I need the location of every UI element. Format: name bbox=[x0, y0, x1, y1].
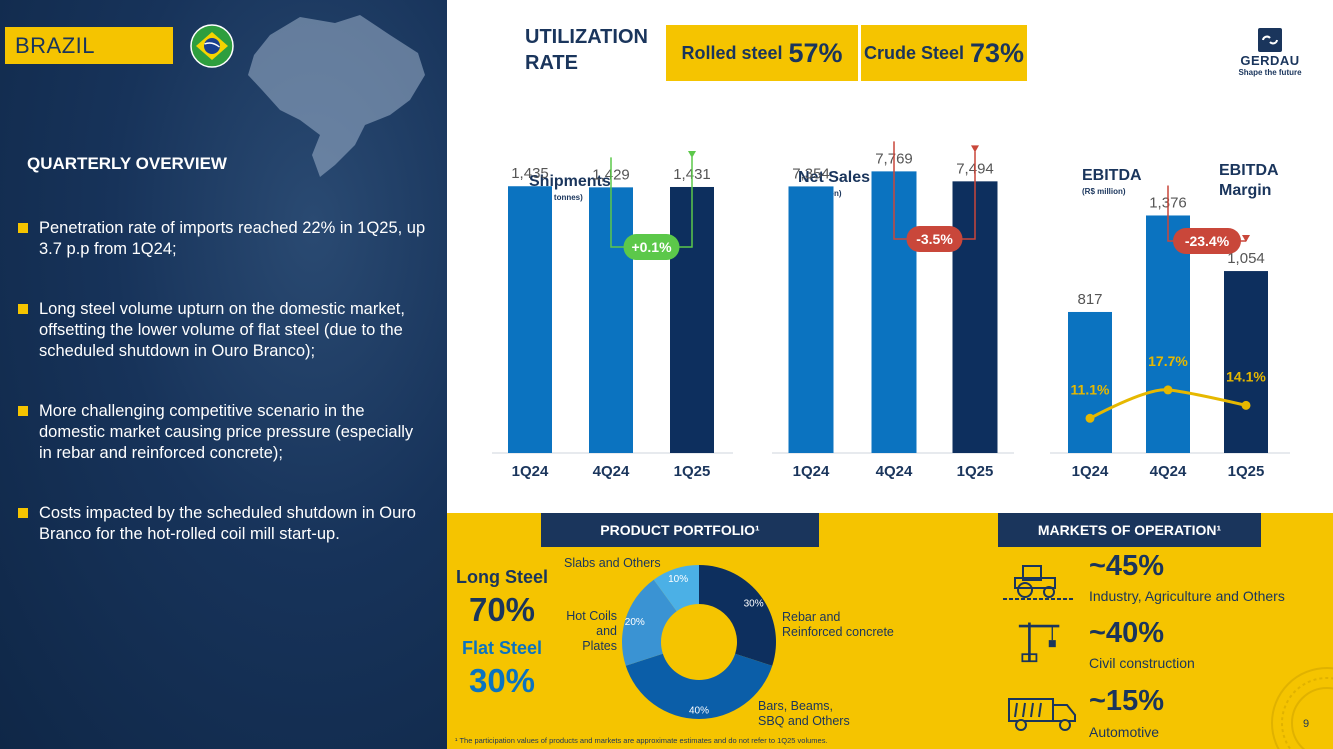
data-label: 1,435 bbox=[511, 165, 549, 182]
bar-1q24 bbox=[788, 186, 834, 454]
data-label: 1,054 bbox=[1227, 250, 1265, 267]
gerdau-logo: GERDAU Shape the future bbox=[1235, 28, 1305, 77]
margin-point bbox=[1163, 385, 1173, 395]
bottom-section: PRODUCT PORTFOLIO¹ MARKETS OF OPERATION¹… bbox=[447, 513, 1333, 749]
country-label: BRAZIL bbox=[5, 27, 173, 64]
ebitda-title: EBITDA bbox=[1082, 167, 1142, 184]
flat-steel-label: Flat Steel bbox=[461, 638, 543, 658]
portfolio-donut: 30% 40% 20% 10% bbox=[622, 565, 776, 719]
market-pct-automotive: ~15% bbox=[1089, 685, 1164, 717]
shipments-title: Shipments bbox=[529, 173, 611, 190]
brazil-flag-icon bbox=[190, 24, 234, 68]
flat-steel-value: 30% bbox=[468, 662, 536, 699]
footnote: ¹ The participation values of products a… bbox=[455, 736, 828, 745]
long-steel-value: 70% bbox=[468, 591, 536, 628]
bullet-item: More challenging competitive scenario in… bbox=[18, 401, 428, 464]
variation-badge bbox=[623, 234, 680, 260]
margin-label: 17.7% bbox=[1148, 353, 1188, 369]
tick-label: 1Q25 bbox=[1228, 463, 1265, 480]
margin-point bbox=[1085, 413, 1095, 423]
market-label-industry: Industry, Agriculture and Others bbox=[1089, 588, 1285, 604]
overview-bullets: Penetration rate of imports reached 22% … bbox=[18, 218, 428, 584]
donut-pct-label: 30% bbox=[744, 598, 764, 609]
variation-text: -23.4% bbox=[1185, 233, 1230, 249]
crane-icon bbox=[1018, 622, 1060, 663]
long-steel-label: Long Steel bbox=[455, 567, 548, 587]
tick-label: 1Q24 bbox=[1072, 463, 1109, 480]
brazil-map-icon bbox=[248, 15, 425, 177]
tick-label: 1Q25 bbox=[674, 463, 711, 480]
bullet-square-icon bbox=[18, 508, 28, 518]
donut-slice bbox=[622, 579, 677, 666]
net-sales-title: Net Sales bbox=[798, 169, 871, 186]
slice-label-hot-coils: Hot Coils and Plates bbox=[566, 609, 617, 653]
bullet-square-icon bbox=[18, 406, 28, 416]
variation-badge bbox=[1173, 228, 1241, 254]
donut-slice bbox=[625, 653, 773, 719]
margin-label: 11.1% bbox=[1071, 381, 1110, 397]
market-pct-industry: ~45% bbox=[1089, 550, 1164, 582]
donut-slice bbox=[653, 565, 699, 612]
tick-label: 4Q24 bbox=[1150, 463, 1187, 480]
shipments-subtitle: (1,000 tonnes) bbox=[529, 193, 583, 202]
ebitda-margin-title: EBITDA Margin bbox=[1219, 162, 1279, 199]
donut-pct-label: 10% bbox=[668, 574, 688, 585]
data-label: 817 bbox=[1077, 291, 1102, 308]
variation-text: +0.1% bbox=[631, 239, 672, 255]
slice-label-slabs: Slabs and Others bbox=[564, 556, 661, 570]
bar-4q24 bbox=[1146, 215, 1190, 453]
gerdau-mark-icon bbox=[1258, 28, 1282, 52]
tick-label: 4Q24 bbox=[593, 463, 630, 480]
bullet-item: Penetration rate of imports reached 22% … bbox=[18, 218, 428, 260]
arrow-down-icon bbox=[971, 145, 979, 153]
bullet-square-icon bbox=[18, 223, 28, 233]
tractor-icon bbox=[1003, 565, 1075, 600]
market-label-automotive: Automotive bbox=[1089, 724, 1160, 740]
margin-point bbox=[1241, 400, 1251, 410]
variation-text: -3.5% bbox=[916, 231, 953, 247]
market-label-construction: Civil construction bbox=[1089, 655, 1195, 671]
markets-header: MARKETS OF OPERATION¹ bbox=[998, 513, 1261, 547]
bullet-square-icon bbox=[18, 304, 28, 314]
crude-steel-box: Crude Steel 73% bbox=[861, 25, 1027, 81]
bar-1q25 bbox=[1224, 271, 1268, 453]
left-panel: BRAZIL QUARTERLY OVERVIEW Penetration ra… bbox=[0, 0, 447, 749]
slice-label-rebar: Rebar and Reinforced concrete bbox=[782, 610, 894, 639]
donut-slice bbox=[699, 565, 776, 666]
ebitda-subtitle: (R$ million) bbox=[1082, 187, 1126, 196]
arrow-down-icon bbox=[1242, 235, 1250, 243]
overview-title: QUARTERLY OVERVIEW bbox=[27, 154, 227, 173]
page-number: 9 bbox=[1303, 718, 1310, 730]
bar-1q24 bbox=[508, 186, 552, 453]
tick-label: 1Q24 bbox=[793, 463, 830, 480]
tick-label: 4Q24 bbox=[876, 463, 913, 480]
data-label: 7,354 bbox=[792, 165, 830, 182]
tick-label: 1Q24 bbox=[512, 463, 549, 480]
arrow-down-icon bbox=[688, 150, 696, 158]
truck-icon bbox=[1008, 698, 1076, 731]
variation-badge bbox=[906, 226, 963, 252]
product-portfolio-header: PRODUCT PORTFOLIO¹ bbox=[541, 513, 819, 547]
donut-pct-label: 40% bbox=[689, 706, 709, 717]
donut-pct-label: 20% bbox=[625, 617, 645, 628]
utilization-title: UTILIZATION RATE bbox=[525, 26, 648, 74]
decorative-rings-icon bbox=[1271, 667, 1333, 749]
bullet-item: Costs impacted by the scheduled shutdown… bbox=[18, 503, 428, 545]
bullet-item: Long steel volume upturn on the domestic… bbox=[18, 299, 428, 362]
bar-1q24 bbox=[1068, 311, 1112, 453]
market-pct-construction: ~40% bbox=[1089, 617, 1164, 649]
margin-label: 14.1% bbox=[1226, 368, 1266, 384]
tick-label: 1Q25 bbox=[957, 463, 994, 480]
rolled-steel-box: Rolled steel 57% bbox=[666, 25, 858, 81]
slice-label-bars: Bars, Beams, SBQ and Others bbox=[758, 699, 850, 728]
